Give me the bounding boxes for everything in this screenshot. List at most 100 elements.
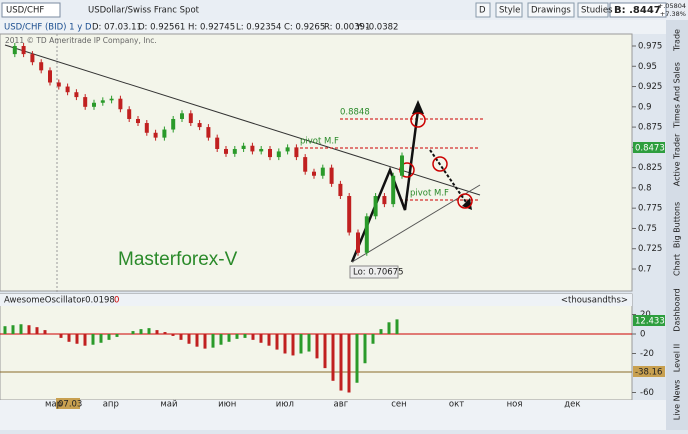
candle-body	[391, 175, 396, 205]
symbol-box[interactable]	[1, 2, 61, 18]
osc-bar	[291, 334, 295, 356]
month-label: дек	[564, 400, 580, 410]
cursor-box	[56, 398, 80, 409]
osc-tick: 0	[640, 330, 645, 340]
price-tick: 0.925	[638, 82, 662, 92]
candle-body	[329, 167, 334, 184]
osc-zero: 0	[114, 296, 119, 306]
candle-body	[48, 70, 52, 83]
candle-body	[30, 54, 35, 63]
header-field: R: 0.00391	[324, 23, 370, 33]
button-label: Studies	[581, 6, 613, 16]
candle-body	[74, 92, 79, 98]
candle-body	[188, 113, 193, 124]
circle	[457, 193, 473, 209]
side-tab[interactable]: Chart	[673, 254, 682, 276]
osc-marker: -38.16	[635, 368, 662, 378]
osc-bar	[91, 334, 95, 345]
osc-bar	[27, 325, 31, 334]
toolbar-button[interactable]	[577, 2, 609, 18]
button-label: D	[479, 6, 486, 16]
side-tab[interactable]: Trade	[673, 29, 682, 52]
osc-bar	[339, 334, 343, 391]
month-label: окт	[449, 400, 464, 410]
circle	[432, 156, 448, 172]
osc-bar	[163, 332, 167, 334]
header-field: L: 0.92354	[236, 23, 281, 33]
header-bar	[0, 20, 666, 34]
candle-body	[206, 127, 211, 138]
month-label: сен	[391, 400, 406, 410]
candle-body	[65, 86, 70, 93]
osc-header	[0, 294, 632, 306]
osc-bar	[179, 334, 183, 340]
price-tick: 0.725	[638, 244, 662, 254]
candle-body	[127, 109, 132, 119]
osc-bar	[171, 334, 175, 336]
button-label: Style	[499, 6, 520, 16]
candle-body	[118, 98, 123, 110]
header-field: D: 07.03.11	[92, 23, 142, 33]
circle	[410, 112, 426, 128]
candle-body	[276, 151, 281, 158]
candle-body	[136, 118, 140, 124]
candle-body	[100, 100, 105, 103]
osc-bar	[299, 334, 303, 354]
osc-bar	[35, 327, 39, 334]
price-tick: 0.9	[638, 102, 652, 112]
osc-tick: -60	[640, 388, 654, 398]
candle-body	[232, 148, 237, 154]
drawings	[4, 44, 485, 263]
osc-bar	[115, 334, 119, 337]
osc-bar	[3, 326, 7, 334]
low-box	[349, 265, 399, 279]
candle-body	[162, 129, 167, 138]
side-tab[interactable]: Level II	[673, 344, 682, 372]
side-tab[interactable]: Big Buttons	[673, 202, 682, 248]
side-tab[interactable]: Times And Sales	[673, 62, 682, 129]
toolbar-button[interactable]	[475, 2, 491, 18]
price-tick: 0.825	[638, 163, 662, 173]
price-tick: 0.75	[638, 224, 657, 234]
copyright: 2011 © TD Ameritrade IP Company, Inc.	[5, 36, 157, 45]
osc-bar	[371, 334, 375, 344]
candle-body	[180, 113, 184, 119]
header-field: C: 0.9265	[284, 23, 325, 33]
side-panel	[666, 20, 688, 430]
osc-bar	[211, 334, 215, 348]
osc-bar	[155, 330, 159, 334]
price-tick: 0.975	[638, 42, 662, 52]
osc-bar	[195, 334, 199, 347]
osc-bar	[235, 334, 239, 339]
osc-current: 12.433	[635, 317, 665, 327]
osc-units: <thousandths>	[561, 296, 628, 306]
toolbar-button[interactable]	[527, 2, 575, 18]
toolbar-button[interactable]	[495, 2, 523, 18]
osc-bar	[259, 334, 263, 343]
candle-body	[12, 46, 17, 55]
month-label: авг	[334, 400, 349, 410]
side-tab[interactable]: Live News	[673, 380, 682, 421]
price-tick: 0.8	[638, 183, 652, 193]
osc-bar	[315, 334, 319, 359]
bid: B: .8447	[614, 5, 661, 16]
side-tab[interactable]: Dashboard	[673, 288, 682, 331]
month-label: апр	[103, 400, 119, 410]
candle-body	[338, 183, 343, 197]
osc-bar	[19, 324, 23, 334]
candle-body	[109, 98, 114, 101]
osc-bar	[275, 334, 279, 350]
side-tab[interactable]: Active Trader	[673, 133, 682, 186]
osc-bar	[11, 325, 15, 334]
month-label: июн	[218, 400, 236, 410]
osc-bar	[187, 334, 191, 344]
month-label: ноя	[507, 400, 523, 410]
osc-bar	[307, 334, 311, 352]
osc-bar	[83, 334, 87, 346]
osc-bar	[139, 329, 143, 334]
watermark: Masterforex-V	[118, 249, 238, 270]
price-tick: 0.875	[638, 123, 662, 133]
wave-arrow	[350, 109, 420, 263]
candle-body	[241, 145, 246, 149]
